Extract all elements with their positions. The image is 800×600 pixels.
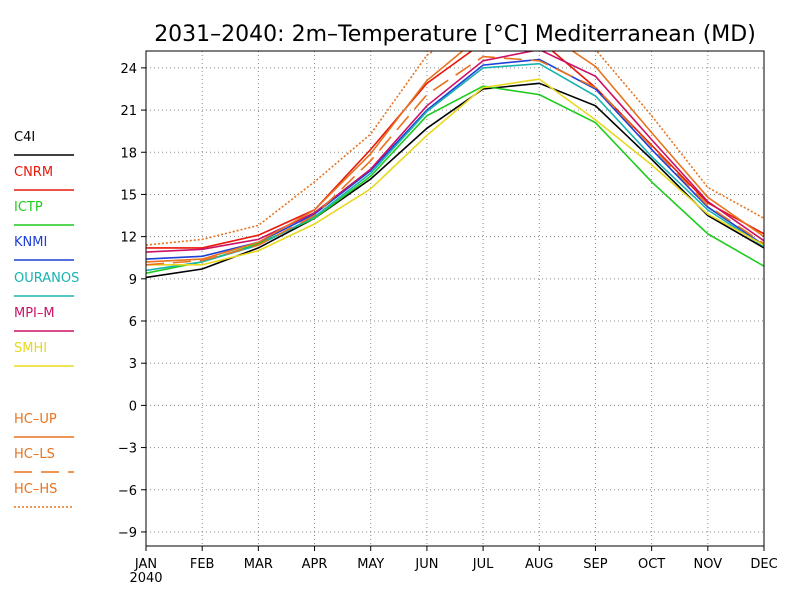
x-tick-label: MAR (244, 557, 273, 572)
y-tick-label: 18 (120, 146, 137, 161)
series-line (146, 51, 764, 249)
legend-label: HC–HS (14, 482, 57, 497)
series-line (146, 62, 764, 272)
chart-title: 2031–2040: 2m–Temperature [°C] Mediterra… (154, 22, 756, 47)
series-line (146, 85, 764, 274)
x-tick-label: JAN (134, 557, 157, 572)
legend-label: C4I (14, 130, 35, 145)
x-tick-label: NOV (694, 557, 723, 572)
y-tick-label: 0 (129, 399, 137, 414)
legend-label: MPI–M (14, 306, 55, 321)
y-tick-label: −9 (118, 526, 137, 541)
legend-label: ICTP (14, 200, 43, 215)
x-tick-label: SEP (583, 557, 607, 572)
plot-frame (145, 50, 765, 547)
series-lines (146, 51, 764, 279)
x-axis: JAN FEB MAR APR MAY JUN JUL AUG SEP OCT NOV DEC (134, 546, 778, 572)
grid (146, 51, 764, 546)
y-axis: −9 −6 −3 0 3 6 9 12 15 18 21 24 (118, 62, 146, 541)
series-line (146, 78, 764, 266)
x-tick-label: OCT (638, 557, 665, 572)
y-tick-label: 9 (129, 273, 137, 288)
series-line (146, 51, 764, 263)
y-tick-label: 21 (120, 104, 137, 119)
legend: C4I CNRM ICTP KNMI OURANOS MPI–M SMHI HC–UP HC–L… (14, 130, 79, 508)
y-tick-label: 24 (120, 62, 137, 77)
x-tick-label: MAY (357, 557, 384, 572)
y-tick-label: 3 (129, 357, 137, 372)
legend-label: HC–LS (14, 447, 55, 462)
legend-label: OURANOS (14, 271, 79, 286)
legend-label: HC–UP (14, 412, 57, 427)
x-tick-label: JUN (414, 557, 438, 572)
x-sublabel: 2040 (129, 571, 162, 586)
x-tick-label: AUG (525, 557, 553, 572)
y-tick-label: 12 (120, 231, 137, 246)
series-line (146, 51, 764, 253)
y-tick-label: −3 (118, 442, 137, 457)
x-tick-label: JUL (472, 557, 494, 572)
y-tick-label: 6 (129, 315, 137, 330)
series-line (146, 51, 764, 246)
legend-label: CNRM (14, 165, 53, 180)
legend-label: SMHI (14, 341, 47, 356)
x-tick-label: DEC (750, 557, 777, 572)
y-tick-label: −6 (118, 484, 137, 499)
x-tick-label: FEB (190, 557, 215, 572)
series-line (146, 55, 764, 266)
legend-label: KNMI (14, 235, 47, 250)
y-tick-label: 15 (120, 188, 137, 203)
series-line (146, 82, 764, 279)
x-tick-label: APR (302, 557, 328, 572)
